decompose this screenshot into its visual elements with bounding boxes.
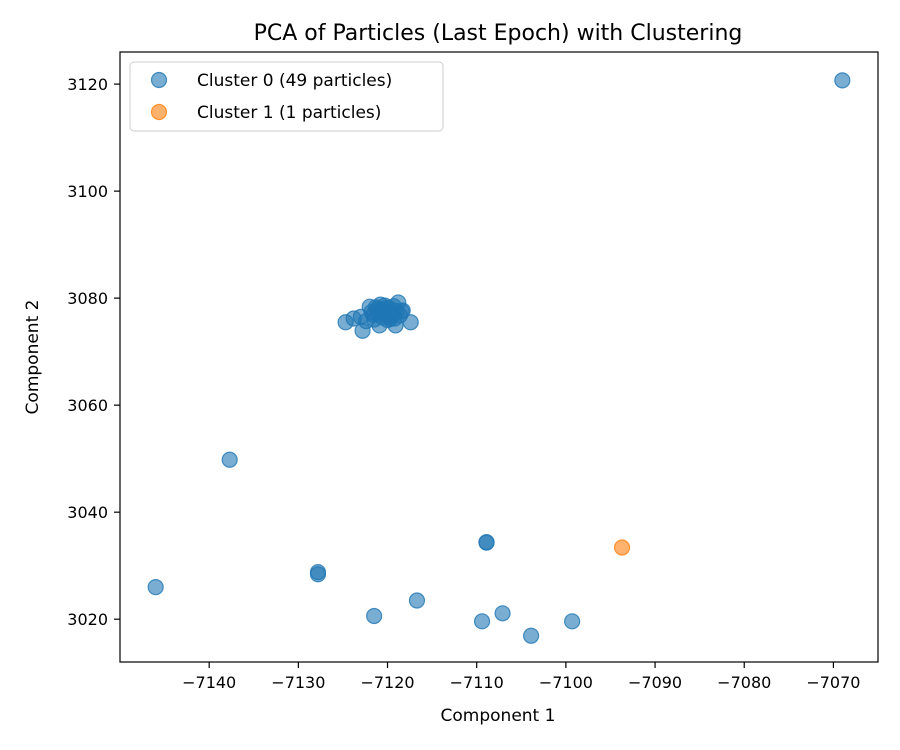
y-tick-label: 3080 [67,289,108,308]
data-point-cluster-0 [365,306,382,323]
data-point-cluster-0 [494,605,511,622]
y-axis-label: Component 2 [23,300,43,415]
y-tick-label: 3020 [67,610,108,629]
data-point-cluster-0 [564,613,581,630]
x-axis-ticks: −7140 −7130 −7120 −7110 −7100 −7090 −7080 −7070 [182,662,860,692]
y-axis-ticks: 3020 3040 3060 3080 3100 3120 [67,75,120,629]
y-tick-label: 3120 [67,75,108,94]
data-point-cluster-0 [408,592,426,609]
x-tick-label: −7110 [450,673,504,692]
data-point-cluster-1 [613,539,631,556]
x-axis-label: Component 1 [441,706,556,726]
chart-title: PCA of Particles (Last Epoch) with Clust… [254,21,743,46]
x-tick-label: −7090 [628,673,682,692]
x-tick-label: −7140 [182,673,236,692]
legend-marker-cluster-1 [150,103,168,121]
x-tick-label: −7100 [539,673,593,692]
data-point-cluster-0 [402,314,419,331]
legend-box [129,61,444,132]
data-point-cluster-0 [473,613,491,630]
data-point-cluster-0 [378,299,395,316]
legend-label-cluster-0: Cluster 0 (49 particles) [197,71,392,91]
data-point-cluster-0 [834,72,851,89]
data-point-cluster-0 [366,607,383,625]
y-tick-label: 3040 [67,503,108,522]
x-tick-label: −7130 [271,673,325,692]
data-point-cluster-0 [221,451,238,468]
x-tick-label: −7080 [717,673,771,692]
y-tick-label: 3100 [67,182,108,201]
data-point-cluster-0 [309,566,327,583]
plot-area-border [119,51,879,663]
legend: Cluster 0 (49 particles) Cluster 1 (1 pa… [129,61,444,132]
data-point-cluster-0 [478,534,495,551]
x-tick-label: −7120 [360,673,414,692]
legend-marker-cluster-0 [150,71,168,89]
data-point-cluster-0 [394,302,411,319]
y-tick-label: 3060 [67,396,108,415]
legend-label-cluster-1: Cluster 1 (1 particles) [197,103,381,123]
data-points [147,72,851,644]
data-point-cluster-0 [147,578,164,596]
data-point-cluster-0 [523,627,540,644]
x-tick-label: −7070 [806,673,860,692]
